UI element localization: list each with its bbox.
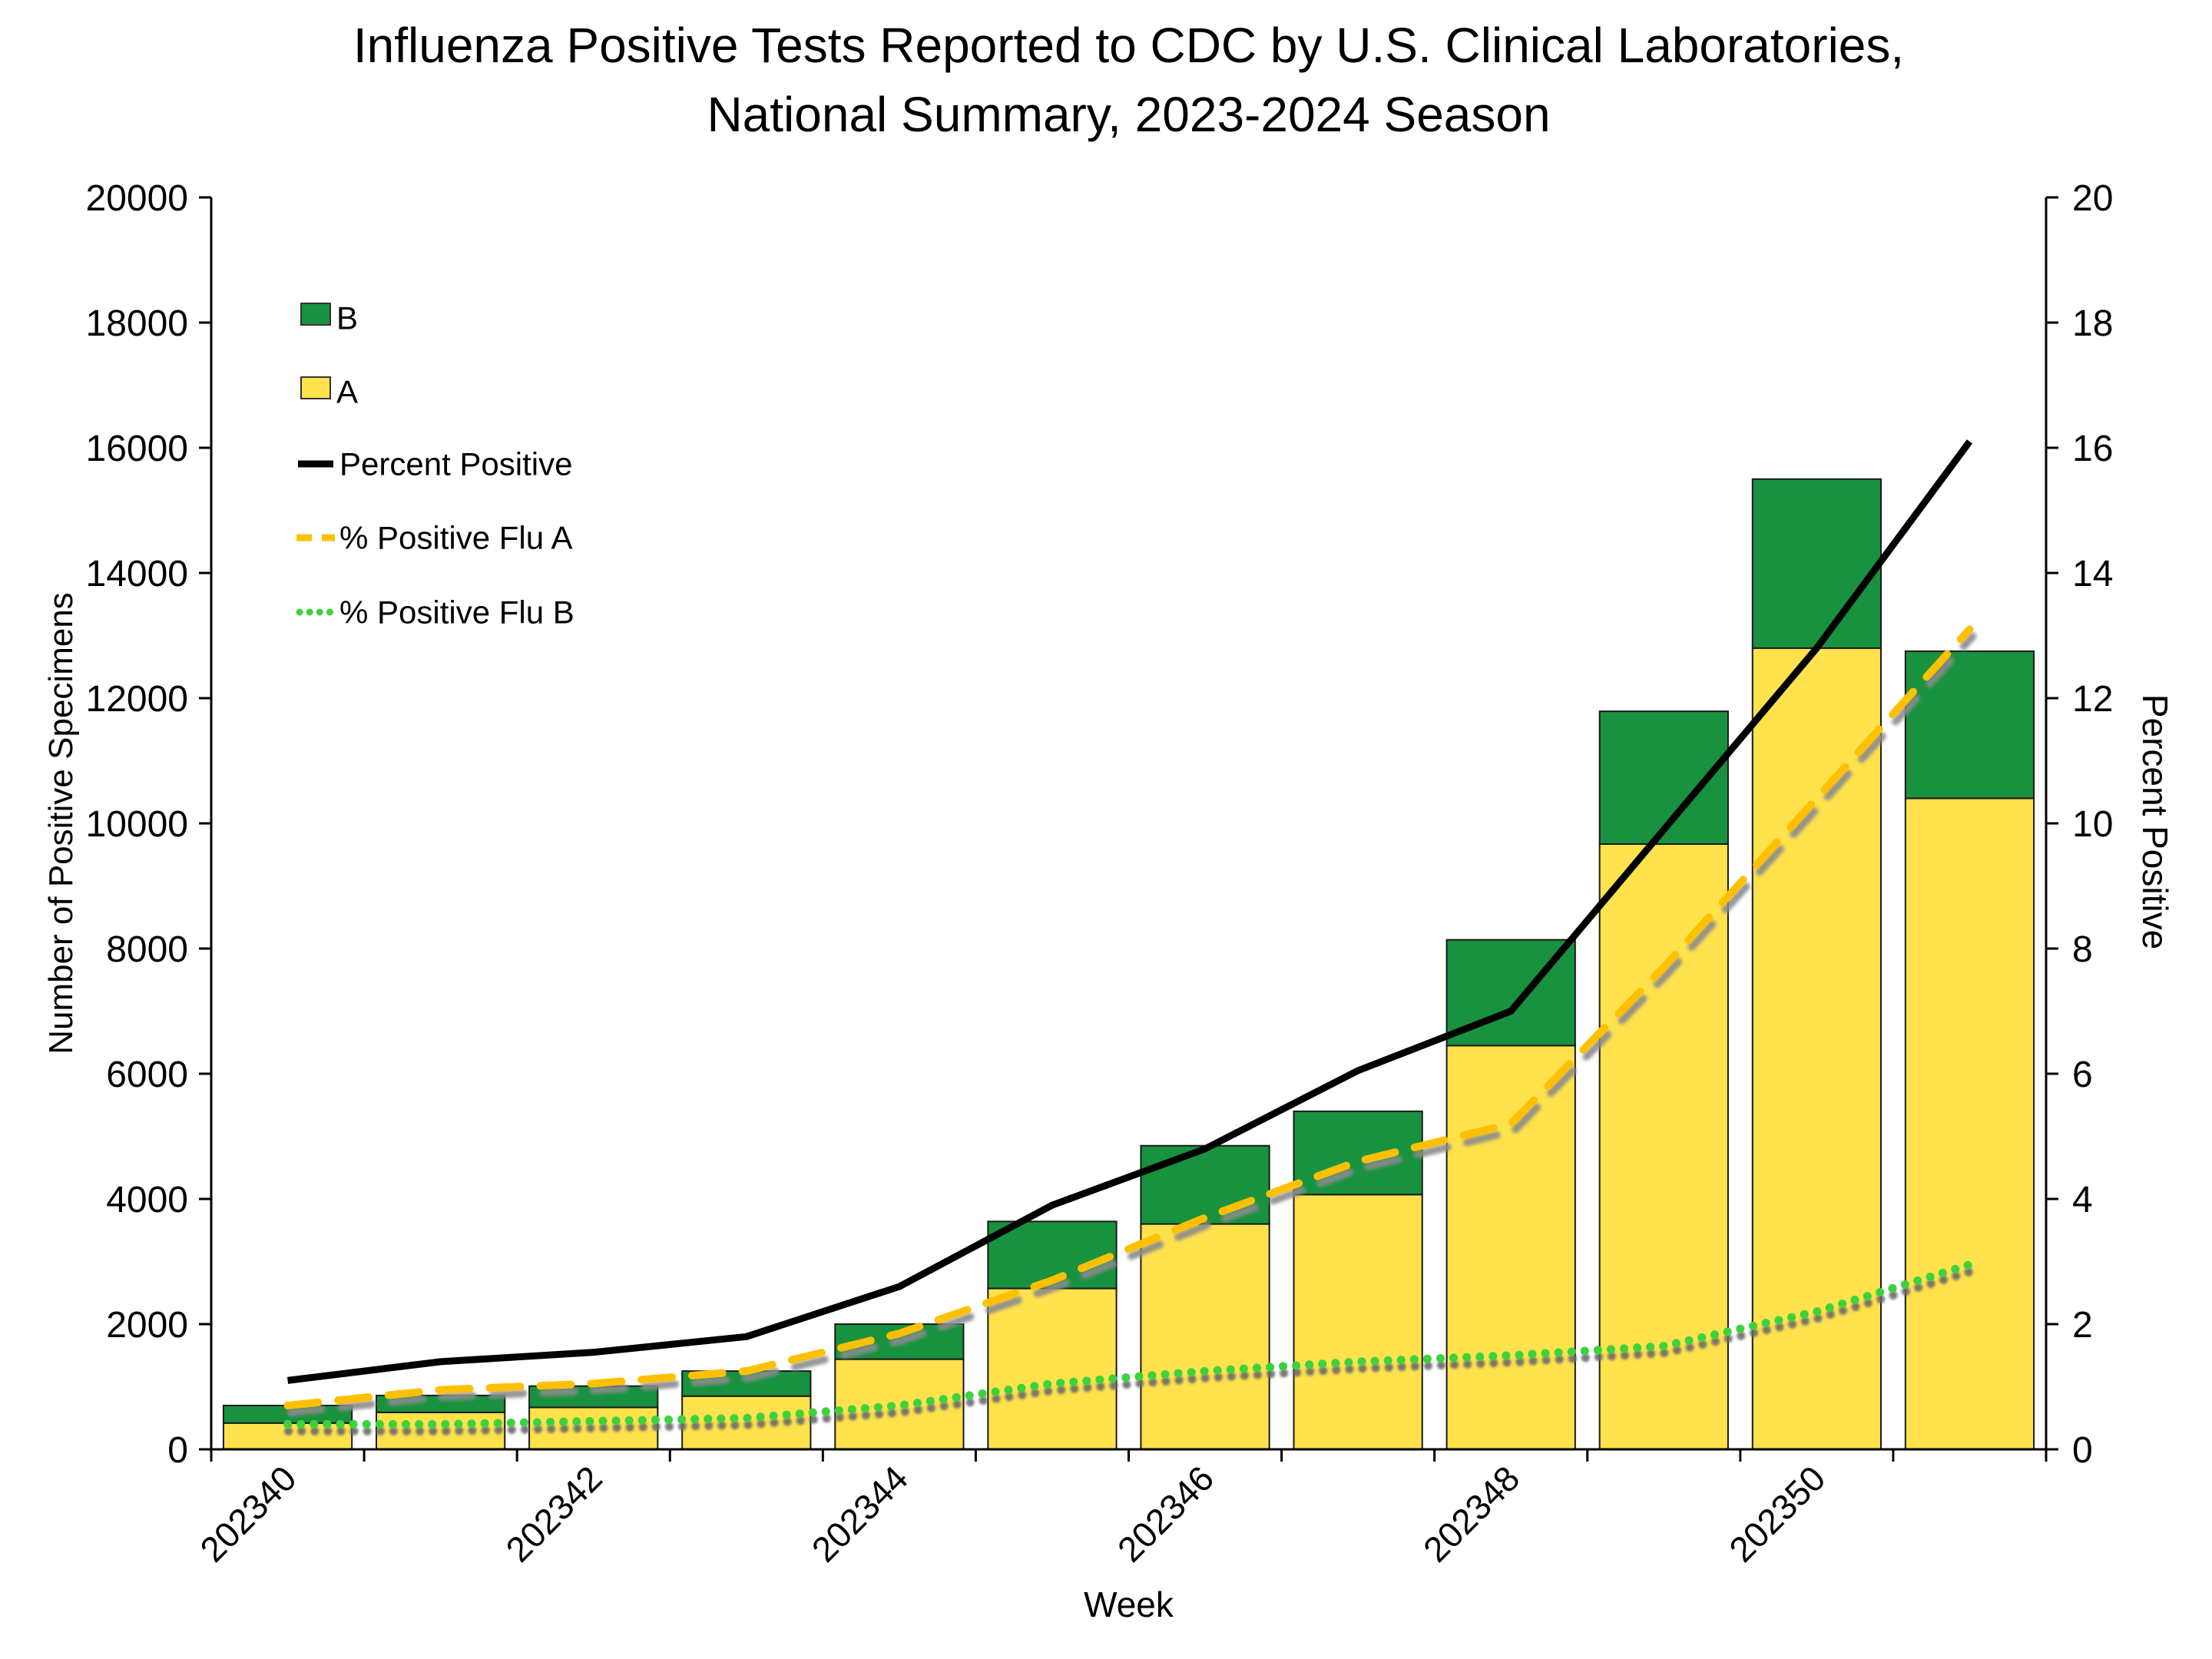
bar-flu-a — [376, 1411, 506, 1451]
bar-flu-a — [1445, 1045, 1576, 1450]
chart-title-line2: National Summary, 2023-2024 Season — [707, 87, 1551, 142]
bar-flu-a — [1751, 647, 1882, 1450]
left-axis-tick-label: 4000 — [106, 1180, 188, 1220]
legend-label: Percent Positive — [339, 446, 572, 482]
legend: B A Percent Positive % Positive Flu A % Posi… — [296, 300, 575, 631]
right-axis-tick-label: 2 — [2072, 1305, 2093, 1346]
legend-swatch — [300, 376, 331, 399]
bar-flu-b — [376, 1394, 506, 1413]
x-axis-tick-label: 202346 — [1110, 1458, 1221, 1569]
x-axis-tick-label: 202340 — [192, 1458, 303, 1569]
right-axis-tick-label: 6 — [2072, 1055, 2093, 1095]
legend-label: A — [336, 374, 358, 410]
chart-title: Influenza Positive Tests Reported to CDC… — [211, 11, 2046, 149]
right-axis-tick-label: 18 — [2072, 303, 2113, 344]
right-axis-tick-label: 0 — [2072, 1430, 2093, 1471]
bar-flu-a — [1140, 1223, 1270, 1450]
right-axis-tick-label: 10 — [2072, 804, 2113, 845]
bar-flu-a — [681, 1395, 812, 1450]
bar-flu-a — [1293, 1194, 1423, 1451]
left-axis-tick-label: 18000 — [86, 303, 188, 344]
x-axis-tick-label: 202350 — [1721, 1458, 1833, 1569]
line-percent-positive-flu-a — [283, 625, 1974, 1409]
right-axis-tick-label: 20 — [2072, 178, 2113, 219]
bar-flu-a — [987, 1287, 1118, 1451]
left-axis-tick-label: 14000 — [86, 554, 188, 594]
x-axis-tick-label: 202348 — [1416, 1458, 1527, 1569]
right-axis-tick-label: 4 — [2072, 1180, 2093, 1220]
bar-flu-a — [1598, 843, 1729, 1450]
legend-label: % Positive Flu A — [339, 520, 572, 556]
x-axis-title: Week — [1084, 1584, 1174, 1624]
bar-flu-a — [1904, 797, 2035, 1450]
line-percent-positive-flu-b — [283, 1260, 1974, 1429]
bar-flu-b — [681, 1370, 812, 1397]
left-axis-tick-label: 16000 — [86, 429, 188, 469]
bar-flu-b — [1140, 1144, 1270, 1225]
left-axis-tick-label: 12000 — [86, 679, 188, 720]
legend-label: B — [336, 300, 358, 336]
right-axis-tick-label: 16 — [2072, 429, 2113, 469]
left-axis-tick-label: 8000 — [106, 929, 188, 970]
x-axis-tick-label: 202344 — [804, 1458, 916, 1569]
bar-flu-b — [1293, 1110, 1423, 1196]
bar-flu-b — [1751, 478, 1882, 649]
left-axis-tick-label: 6000 — [106, 1055, 188, 1095]
legend-swatch — [300, 303, 331, 326]
legend-label: % Positive Flu B — [339, 594, 575, 631]
right-axis-title: Percent Positive — [2135, 694, 2175, 950]
right-axis-tick-label: 12 — [2072, 679, 2113, 720]
left-axis-tick-label: 10000 — [86, 804, 188, 845]
left-axis-tick-label: 2000 — [106, 1305, 188, 1346]
left-axis-tick-label: 20000 — [86, 178, 188, 219]
chart-title-line1: Influenza Positive Tests Reported to CDC… — [353, 18, 1905, 73]
line-percent-positive — [286, 439, 1973, 1384]
right-axis-tick-label: 14 — [2072, 554, 2113, 594]
x-axis-tick-label: 202342 — [498, 1458, 609, 1569]
left-axis-tick-label: 0 — [167, 1430, 188, 1471]
right-axis-tick-label: 8 — [2072, 929, 2093, 970]
bar-flu-a — [834, 1358, 965, 1451]
bar-flu-a — [528, 1406, 659, 1451]
left-axis-title: Number of Positive Specimens — [42, 592, 80, 1055]
bar-flu-b — [528, 1385, 659, 1409]
